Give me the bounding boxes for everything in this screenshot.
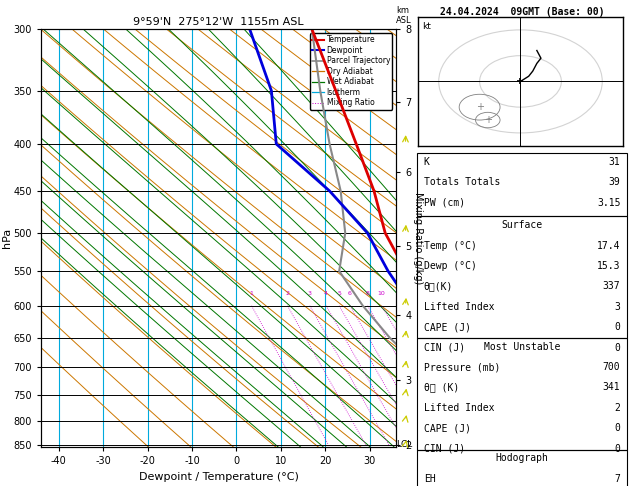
Text: Temp (°C): Temp (°C)	[424, 241, 477, 251]
Text: kt: kt	[423, 22, 431, 31]
Text: 15.3: 15.3	[597, 261, 620, 271]
Text: EH: EH	[424, 474, 435, 484]
Text: 341: 341	[603, 382, 620, 393]
Text: 24.04.2024  09GMT (Base: 00): 24.04.2024 09GMT (Base: 00)	[440, 7, 604, 17]
Text: 3.15: 3.15	[597, 198, 620, 208]
Text: CIN (J): CIN (J)	[424, 444, 465, 454]
Text: LCL: LCL	[396, 440, 413, 449]
Y-axis label: hPa: hPa	[2, 228, 12, 248]
Text: +: +	[484, 115, 492, 125]
Text: 39: 39	[609, 177, 620, 188]
Text: 8: 8	[365, 291, 370, 296]
Text: 10: 10	[378, 291, 386, 296]
Text: CAPE (J): CAPE (J)	[424, 423, 470, 434]
Text: 4: 4	[324, 291, 328, 296]
Text: Lifted Index: Lifted Index	[424, 403, 494, 413]
X-axis label: Dewpoint / Temperature (°C): Dewpoint / Temperature (°C)	[138, 472, 299, 482]
Bar	[417, 338, 627, 450]
Text: Pressure (mb): Pressure (mb)	[424, 362, 500, 372]
Text: 337: 337	[603, 281, 620, 292]
Text: 0: 0	[615, 322, 620, 332]
Bar	[417, 153, 627, 216]
Text: Lifted Index: Lifted Index	[424, 302, 494, 312]
Text: 3: 3	[615, 302, 620, 312]
Text: 17.4: 17.4	[597, 241, 620, 251]
Text: PW (cm): PW (cm)	[424, 198, 465, 208]
Text: km
ASL: km ASL	[396, 6, 412, 25]
Text: CIN (J): CIN (J)	[424, 343, 465, 353]
Y-axis label: Mixing Ratio (g/kg): Mixing Ratio (g/kg)	[413, 192, 423, 284]
Text: Totals Totals: Totals Totals	[424, 177, 500, 188]
Text: K: K	[424, 157, 430, 167]
Legend: Temperature, Dewpoint, Parcel Trajectory, Dry Adiabat, Wet Adiabat, Isotherm, Mi: Temperature, Dewpoint, Parcel Trajectory…	[310, 33, 392, 110]
Bar	[417, 216, 627, 338]
Bar	[417, 450, 627, 486]
Text: 0: 0	[615, 444, 620, 454]
Text: 700: 700	[603, 362, 620, 372]
Text: 2: 2	[615, 403, 620, 413]
Text: θᴁ (K): θᴁ (K)	[424, 382, 459, 393]
Text: Dewp (°C): Dewp (°C)	[424, 261, 477, 271]
Text: 6: 6	[348, 291, 352, 296]
Title: 9°59'N  275°12'W  1155m ASL: 9°59'N 275°12'W 1155m ASL	[133, 17, 304, 27]
Text: Most Unstable: Most Unstable	[484, 342, 560, 352]
Text: 31: 31	[609, 157, 620, 167]
Text: 3: 3	[308, 291, 312, 296]
Text: 5: 5	[337, 291, 341, 296]
Text: 0: 0	[615, 423, 620, 434]
Text: CAPE (J): CAPE (J)	[424, 322, 470, 332]
Text: Hodograph: Hodograph	[496, 453, 548, 464]
Text: 2: 2	[286, 291, 289, 296]
Text: 7: 7	[615, 474, 620, 484]
Text: +: +	[476, 102, 484, 112]
Text: Surface: Surface	[501, 220, 543, 230]
Text: θᴁ(K): θᴁ(K)	[424, 281, 453, 292]
Text: 0: 0	[615, 343, 620, 353]
Text: 1: 1	[250, 291, 253, 296]
